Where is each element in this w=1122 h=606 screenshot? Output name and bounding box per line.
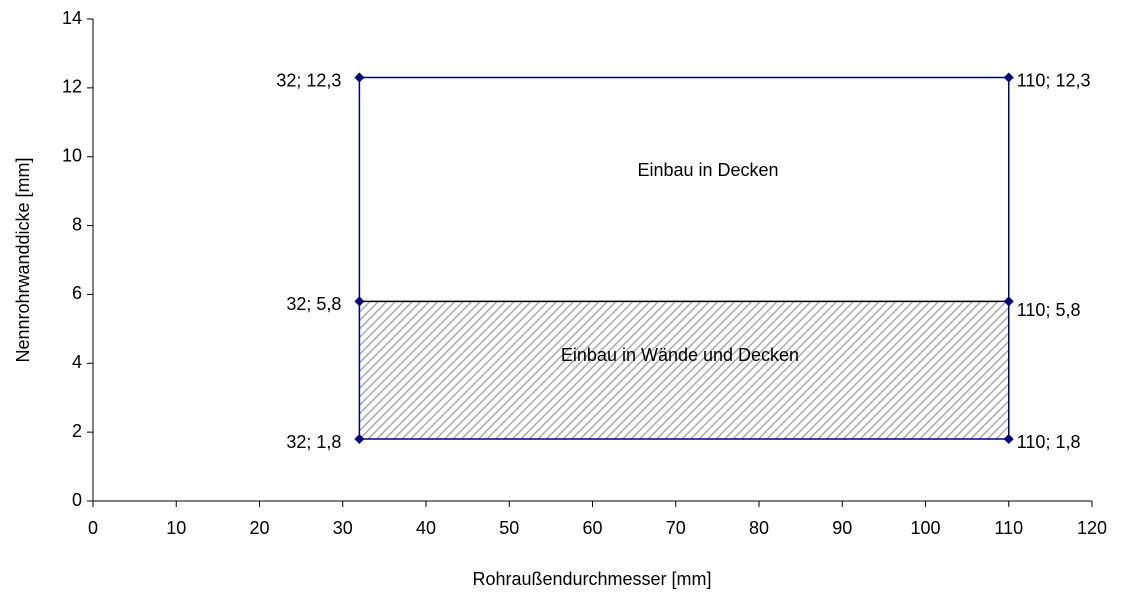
marker <box>1003 296 1014 307</box>
x-tick-label: 40 <box>416 518 436 538</box>
x-tick-label: 30 <box>333 518 353 538</box>
x-tick-label: 60 <box>582 518 602 538</box>
y-tick-label: 8 <box>72 214 82 234</box>
data-label: 110; 12,3 <box>1017 70 1091 90</box>
y-axis-title: Nennrohrwanddicke [mm] <box>13 157 33 362</box>
marker <box>354 72 365 83</box>
marker <box>354 296 365 307</box>
x-tick-label: 10 <box>166 518 186 538</box>
y-tick-label: 4 <box>72 352 82 372</box>
marker <box>354 434 365 445</box>
annotation: Einbau in Decken <box>637 160 778 180</box>
x-tick-label: 80 <box>749 518 769 538</box>
x-tick-label: 110 <box>994 518 1023 538</box>
data-label: 32; 12,3 <box>276 70 341 90</box>
y-tick-label: 6 <box>72 283 82 303</box>
x-tick-label: 70 <box>666 518 686 538</box>
y-tick-label: 14 <box>62 8 82 28</box>
marker <box>1003 72 1014 83</box>
x-tick-label: 50 <box>499 518 519 538</box>
y-tick-label: 2 <box>72 421 82 441</box>
y-tick-label: 10 <box>62 145 82 165</box>
x-axis-title: Rohraußendurchmesser [mm] <box>472 569 711 589</box>
y-tick-label: 0 <box>72 490 82 510</box>
marker <box>1003 434 1014 445</box>
hatched-area <box>359 301 1009 440</box>
data-label: 110; 5,8 <box>1017 300 1081 320</box>
x-tick-label: 0 <box>88 518 98 538</box>
y-tick-label: 12 <box>62 77 82 97</box>
data-label: 32; 1,8 <box>286 432 341 452</box>
x-tick-label: 20 <box>249 518 269 538</box>
data-label: 110; 1,8 <box>1017 432 1081 452</box>
x-tick-label: 90 <box>832 518 852 538</box>
x-tick-label: 100 <box>910 518 940 538</box>
data-label: 32; 5,8 <box>286 294 341 314</box>
x-tick-label: 120 <box>1077 518 1107 538</box>
annotation: Einbau in Wände und Decken <box>561 345 799 365</box>
